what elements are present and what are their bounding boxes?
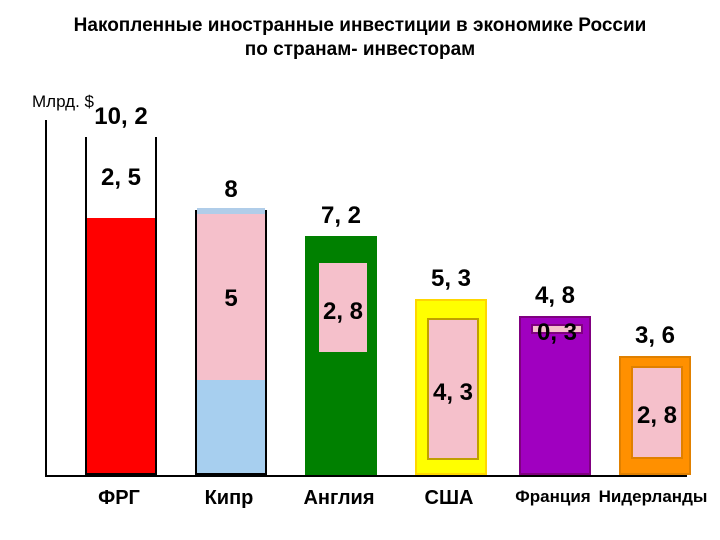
chart-title-line2: по странам- инвесторам [0,38,720,62]
bar-total-label: 5, 3 [400,265,502,293]
bar-Кипр: 5 [195,210,267,475]
chart: 2, 510, 2582, 87, 24, 35, 30, 34, 82, 83… [45,120,685,475]
bar-segment [197,380,265,473]
category-label: Нидерланды [583,487,720,507]
bar-segment [197,208,265,215]
bar-Англия: 2, 8 [305,236,377,475]
bar-segment [87,218,155,473]
bar-Нидерланды: 2, 8 [619,356,691,475]
bar-Франция: 0, 3 [519,316,591,475]
bar-segment: 5 [197,214,265,380]
bar-total-label: 3, 6 [604,322,706,350]
inner-value-label: 2, 8 [319,298,367,326]
inner-value-label: 2, 8 [633,402,681,430]
bar-inner: 2, 8 [317,261,369,354]
bar-США: 4, 3 [415,299,487,475]
bar-total-label: 7, 2 [290,202,392,230]
inner-value-label: 0, 3 [533,319,581,347]
bar-total-label: 10, 2 [70,103,172,131]
segment-value-label: 2, 5 [87,164,155,192]
bar-total-label: 8 [180,176,282,204]
inner-value-label: 4, 3 [429,379,477,407]
bar-inner: 0, 3 [531,324,583,334]
plot-area: 2, 510, 2582, 87, 24, 35, 30, 34, 82, 83… [45,120,687,477]
bar-ФРГ: 2, 5 [85,137,157,475]
segment-value-label: 5 [197,285,265,313]
chart-title-line1: Накопленные иностранные инвестиции в эко… [0,14,720,38]
chart-title: Накопленные иностранные инвестиции в эко… [0,0,720,62]
bar-inner: 4, 3 [427,318,479,461]
bar-total-label: 4, 8 [504,282,606,310]
bar-inner: 2, 8 [631,366,683,459]
bar-segment: 2, 5 [87,135,155,218]
